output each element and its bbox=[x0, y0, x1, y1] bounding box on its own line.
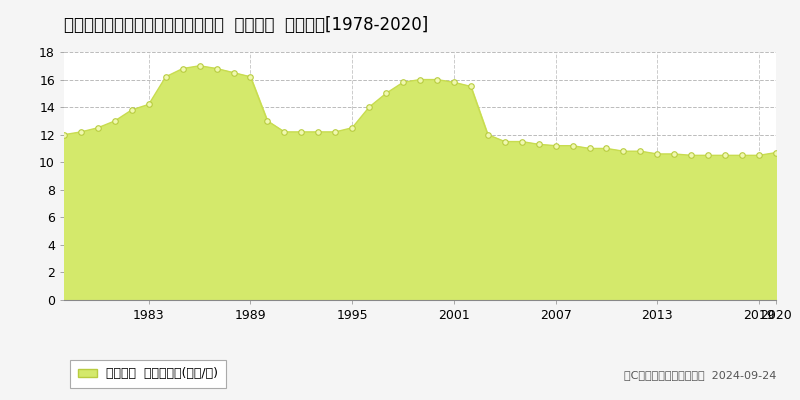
Text: （C）土地価格ドットコム  2024-09-24: （C）土地価格ドットコム 2024-09-24 bbox=[624, 370, 776, 380]
Legend: 基準地価  平均坪単価(万円/坪): 基準地価 平均坪単価(万円/坪) bbox=[70, 360, 226, 388]
Text: 北海道室蘭市宮の森町４丁目８番５  基準地価  地価推移[1978-2020]: 北海道室蘭市宮の森町４丁目８番５ 基準地価 地価推移[1978-2020] bbox=[64, 16, 428, 34]
